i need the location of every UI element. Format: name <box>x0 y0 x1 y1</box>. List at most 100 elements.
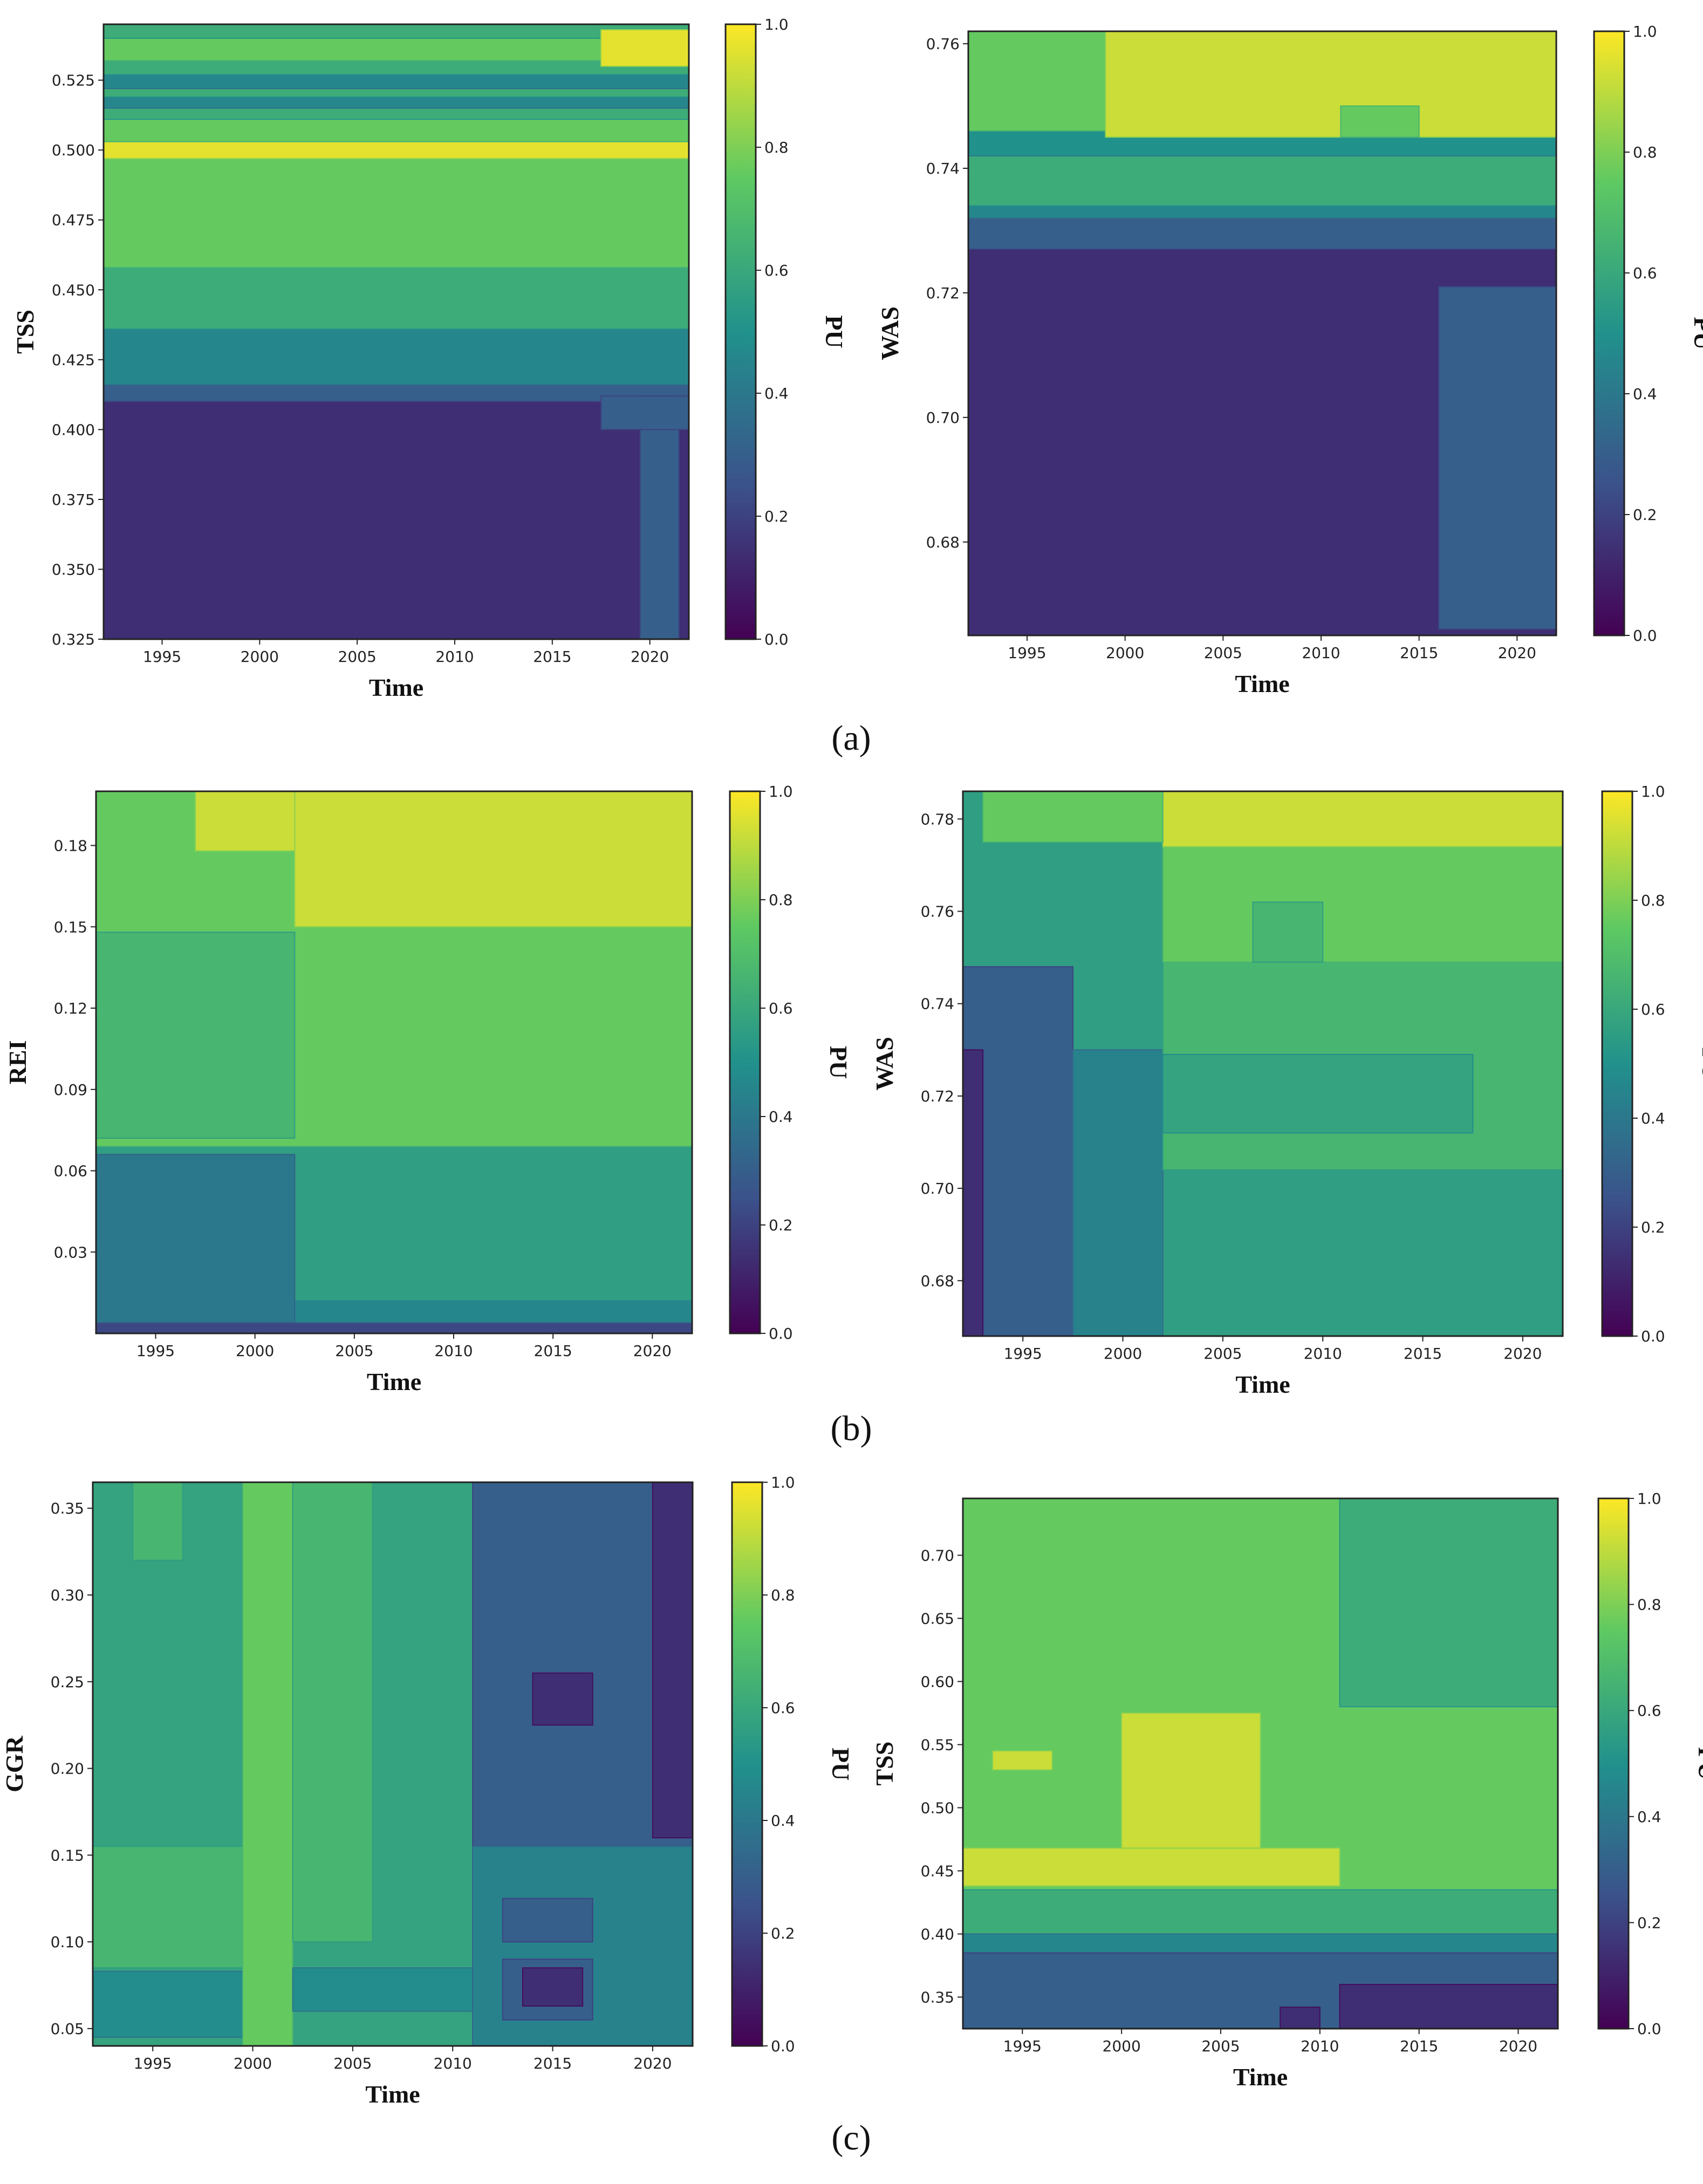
y-axis-label: GGR <box>1 1735 28 1792</box>
colorbar-frame <box>729 790 761 1334</box>
x-axis-label: Time <box>1235 670 1289 697</box>
x-axis-label: Time <box>367 1368 421 1395</box>
contour-region <box>93 1970 243 2038</box>
colorbar-tick-label: 0.4 <box>769 1108 793 1126</box>
colorbar-label: PU <box>825 1046 852 1079</box>
contour-region <box>502 1898 593 1943</box>
colorbar-tick-label: 0.2 <box>764 508 789 525</box>
x-tick-label: 2020 <box>1499 2037 1537 2055</box>
contour-region <box>1280 2007 1321 2029</box>
contour-region <box>1438 286 1556 630</box>
y-tick-label: 0.325 <box>52 631 95 648</box>
y-axis-label: WAS <box>871 1037 898 1091</box>
plot-frame <box>967 30 1557 636</box>
heatmap-area <box>963 791 1563 1336</box>
x-tick-label: 2000 <box>236 1342 274 1360</box>
y-tick-label: 0.525 <box>52 72 95 90</box>
y-tick-label: 0.375 <box>52 491 95 509</box>
y-tick-label: 0.45 <box>921 1862 954 1880</box>
colorbar <box>730 791 760 1333</box>
contour-region <box>639 395 680 639</box>
x-axis-label: Time <box>365 2080 420 2108</box>
y-tick-label: 0.65 <box>921 1610 954 1627</box>
contour-region <box>104 141 689 159</box>
colorbar-tick-label: 0.6 <box>1641 1001 1665 1018</box>
chart-c-right: 1995 2000 2005 2010 2015 2020 0.35 0.40 0.45 0.50… <box>871 1490 1703 2091</box>
contour-region <box>104 60 689 76</box>
x-tick-label: 2005 <box>338 648 377 666</box>
colorbar-label: PU <box>1697 1047 1703 1080</box>
contour-region <box>96 1154 296 1323</box>
plot-frame <box>92 1481 694 2047</box>
contour-region <box>968 155 1556 207</box>
x-tick-label: 2010 <box>1302 644 1340 662</box>
x-tick-label: 2015 <box>534 1342 572 1360</box>
colorbar-frame <box>1601 790 1633 1337</box>
y-axis-label: TSS <box>11 310 39 354</box>
x-tick-label: 2010 <box>434 2055 472 2072</box>
colorbar-tick-label: 0.8 <box>764 139 789 156</box>
colorbar-tick-label: 1.0 <box>764 16 789 33</box>
colorbar-tick-label: 0.0 <box>769 1325 793 1343</box>
x-tick-label: 2015 <box>1400 2037 1438 2055</box>
x-tick-label: 2000 <box>1106 644 1144 662</box>
y-tick-label: 0.09 <box>54 1081 87 1099</box>
y-tick-label: 0.400 <box>52 421 95 439</box>
contour-region <box>522 1967 584 2007</box>
contour-region <box>1121 1712 1261 1849</box>
y-tick-label: 0.60 <box>921 1673 954 1690</box>
contour-region <box>1105 31 1556 138</box>
x-tick-label: 2000 <box>234 2055 272 2072</box>
contour-region <box>93 1846 243 1969</box>
plot-frame <box>102 23 690 640</box>
x-tick-label: 2000 <box>241 648 279 666</box>
y-tick-label: 0.350 <box>52 560 95 578</box>
x-tick-label: 2005 <box>335 1342 373 1360</box>
colorbar-tick-label: 0.2 <box>1633 506 1657 524</box>
heatmap-area <box>963 1498 1558 2029</box>
y-tick-label: 0.68 <box>926 533 960 551</box>
y-tick-label: 0.500 <box>52 141 95 159</box>
x-tick-label: 2000 <box>1104 1345 1142 1363</box>
x-tick-label: 2005 <box>333 2055 372 2072</box>
colorbar-tick-label: 0.6 <box>771 1699 795 1717</box>
colorbar-tick-label: 1.0 <box>1637 1490 1661 1508</box>
contour-region <box>104 401 689 639</box>
contour-region <box>1162 791 1563 847</box>
x-tick-label: 1995 <box>1003 2037 1042 2055</box>
colorbar <box>1598 1498 1629 2029</box>
contour-region <box>1072 1049 1164 1336</box>
contour-region <box>294 791 692 928</box>
colorbar-tick-label: 0.8 <box>1641 892 1665 909</box>
contour-region <box>104 328 689 386</box>
plot-frame <box>95 790 693 1334</box>
x-tick-label: 2020 <box>1503 1345 1542 1363</box>
y-axis-label: TSS <box>871 1742 898 1786</box>
y-tick-label: 0.10 <box>51 1933 84 1951</box>
y-tick-label: 0.475 <box>52 211 95 229</box>
x-tick-label: 2000 <box>1103 2037 1141 2055</box>
x-tick-label: 2015 <box>1404 1345 1442 1363</box>
contour-region <box>96 932 296 1139</box>
colorbar-tick-label: 1.0 <box>1641 783 1665 800</box>
colorbar-tick-label: 0.4 <box>764 385 789 402</box>
y-axis-label: REI <box>4 1040 31 1085</box>
contour-region <box>1162 1053 1474 1134</box>
contour-region <box>992 1750 1053 1771</box>
contour-region <box>968 217 1556 250</box>
contour-region <box>104 158 689 268</box>
contour-region <box>1162 846 1563 963</box>
contour-region <box>532 1672 593 1726</box>
chart-b-left: 1995 2000 2005 2010 2015 2020 0.03 0.06 0.09 0.12… <box>4 783 852 1395</box>
colorbar-label: PU <box>1689 317 1703 350</box>
colorbar <box>726 24 756 639</box>
x-tick-label: 2010 <box>1301 2037 1339 2055</box>
x-tick-label: 2005 <box>1204 644 1242 662</box>
y-tick-label: 0.425 <box>52 351 95 369</box>
y-tick-label: 0.72 <box>921 1087 954 1105</box>
x-tick-label: 2010 <box>434 1342 473 1360</box>
contour-region <box>963 1933 1558 1954</box>
y-tick-label: 0.72 <box>926 284 960 302</box>
x-tick-label: 1995 <box>1008 644 1046 662</box>
x-tick-label: 2005 <box>1201 2037 1240 2055</box>
